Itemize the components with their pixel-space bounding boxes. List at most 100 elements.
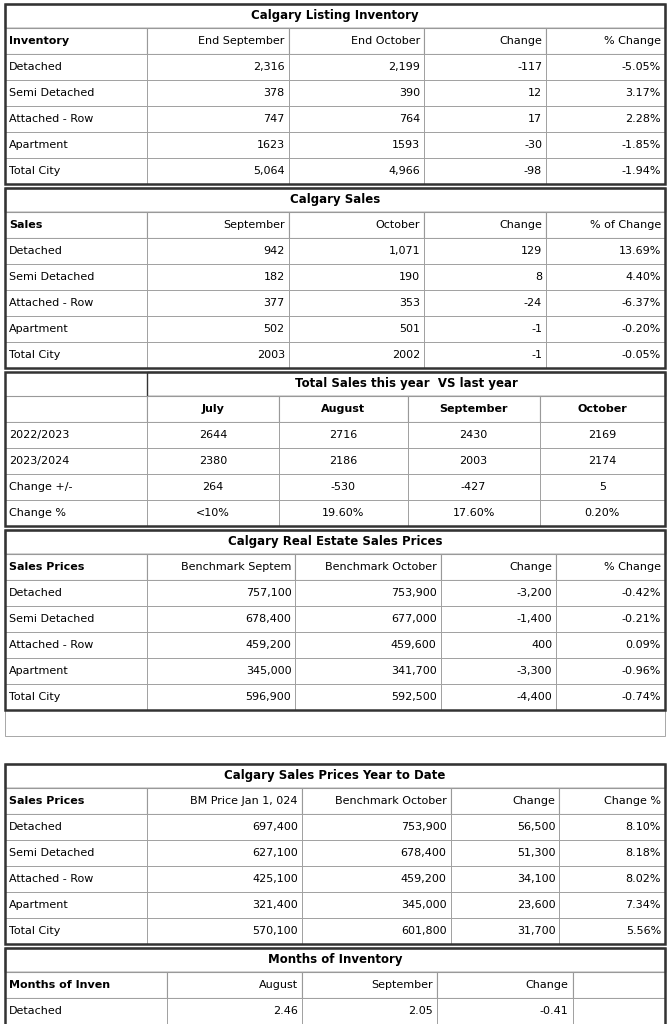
Bar [5, 106, 147, 132]
Bar [5, 764, 665, 944]
Bar [147, 474, 279, 500]
Bar [5, 500, 147, 526]
Text: 601,800: 601,800 [401, 926, 446, 936]
Bar [289, 290, 424, 316]
Bar [556, 606, 665, 632]
Bar [5, 972, 167, 998]
Bar [289, 54, 424, 80]
Text: 502: 502 [264, 324, 285, 334]
Text: September: September [440, 404, 508, 414]
Text: Total City: Total City [9, 692, 60, 702]
Text: BM Price Jan 1, 024: BM Price Jan 1, 024 [190, 796, 298, 806]
Bar [5, 158, 147, 184]
Text: -117: -117 [517, 62, 542, 72]
Bar [289, 212, 424, 238]
Bar [546, 238, 665, 264]
Text: 596,900: 596,900 [246, 692, 291, 702]
Text: Total City: Total City [9, 926, 60, 936]
Bar [5, 998, 167, 1024]
Text: Detached: Detached [9, 1006, 63, 1016]
Text: 8: 8 [535, 272, 542, 282]
Text: 2.28%: 2.28% [625, 114, 661, 124]
Text: October: October [376, 220, 420, 230]
Text: 2023/2024: 2023/2024 [9, 456, 70, 466]
Bar [279, 396, 407, 422]
Text: 390: 390 [399, 88, 420, 98]
Bar [546, 212, 665, 238]
Bar [5, 658, 147, 684]
Bar [424, 106, 546, 132]
Bar [147, 28, 289, 54]
Bar [302, 814, 450, 840]
Bar [147, 238, 289, 264]
Bar [289, 158, 424, 184]
Bar [5, 132, 147, 158]
Text: -30: -30 [524, 140, 542, 150]
Text: -1.94%: -1.94% [622, 166, 661, 176]
Bar [295, 684, 441, 710]
Bar [289, 264, 424, 290]
Bar [147, 580, 295, 606]
Text: -0.20%: -0.20% [622, 324, 661, 334]
Bar [424, 342, 546, 368]
Text: -0.41: -0.41 [540, 1006, 569, 1016]
Bar [5, 530, 665, 710]
Text: -98: -98 [524, 166, 542, 176]
Text: -0.74%: -0.74% [622, 692, 661, 702]
Bar [559, 918, 665, 944]
Text: July: July [202, 404, 224, 414]
Bar [279, 500, 407, 526]
Text: 5.56%: 5.56% [626, 926, 661, 936]
Bar [5, 606, 147, 632]
Bar [424, 28, 546, 54]
Bar [5, 54, 147, 80]
Bar [279, 422, 407, 449]
Bar [5, 4, 665, 28]
Text: Total City: Total City [9, 166, 60, 176]
Bar [147, 658, 295, 684]
Bar [147, 342, 289, 368]
Bar [289, 132, 424, 158]
Text: -0.96%: -0.96% [622, 666, 661, 676]
Text: -0.21%: -0.21% [622, 614, 661, 624]
Bar [279, 449, 407, 474]
Bar [5, 764, 665, 788]
Text: 2003: 2003 [257, 350, 285, 360]
Bar [302, 788, 450, 814]
Bar [289, 28, 424, 54]
Text: 2169: 2169 [588, 430, 616, 440]
Text: 56,500: 56,500 [517, 822, 555, 831]
Bar [5, 948, 665, 972]
Text: August: August [321, 404, 365, 414]
Bar [441, 554, 556, 580]
Bar [289, 342, 424, 368]
Bar [546, 54, 665, 80]
Text: -3,200: -3,200 [517, 588, 552, 598]
Bar [147, 918, 302, 944]
Text: Detached: Detached [9, 62, 63, 72]
Bar [5, 316, 147, 342]
Bar [407, 422, 539, 449]
Bar [559, 814, 665, 840]
Bar [289, 106, 424, 132]
Text: Sales Prices: Sales Prices [9, 796, 84, 806]
Text: 2186: 2186 [329, 456, 357, 466]
Bar [559, 788, 665, 814]
Text: Semi Detached: Semi Detached [9, 272, 94, 282]
Text: 31,700: 31,700 [517, 926, 555, 936]
Bar [539, 500, 665, 526]
Bar [5, 422, 147, 449]
Bar [295, 606, 441, 632]
Bar [5, 80, 147, 106]
Bar [167, 998, 302, 1024]
Text: 2022/2023: 2022/2023 [9, 430, 70, 440]
Text: Apartment: Apartment [9, 666, 69, 676]
Text: Apartment: Apartment [9, 324, 69, 334]
Text: Benchmark October: Benchmark October [325, 562, 437, 572]
Text: 345,000: 345,000 [401, 900, 446, 910]
Bar [5, 264, 147, 290]
Bar [539, 449, 665, 474]
Text: Total City: Total City [9, 350, 60, 360]
Bar [424, 290, 546, 316]
Text: Change: Change [499, 220, 542, 230]
